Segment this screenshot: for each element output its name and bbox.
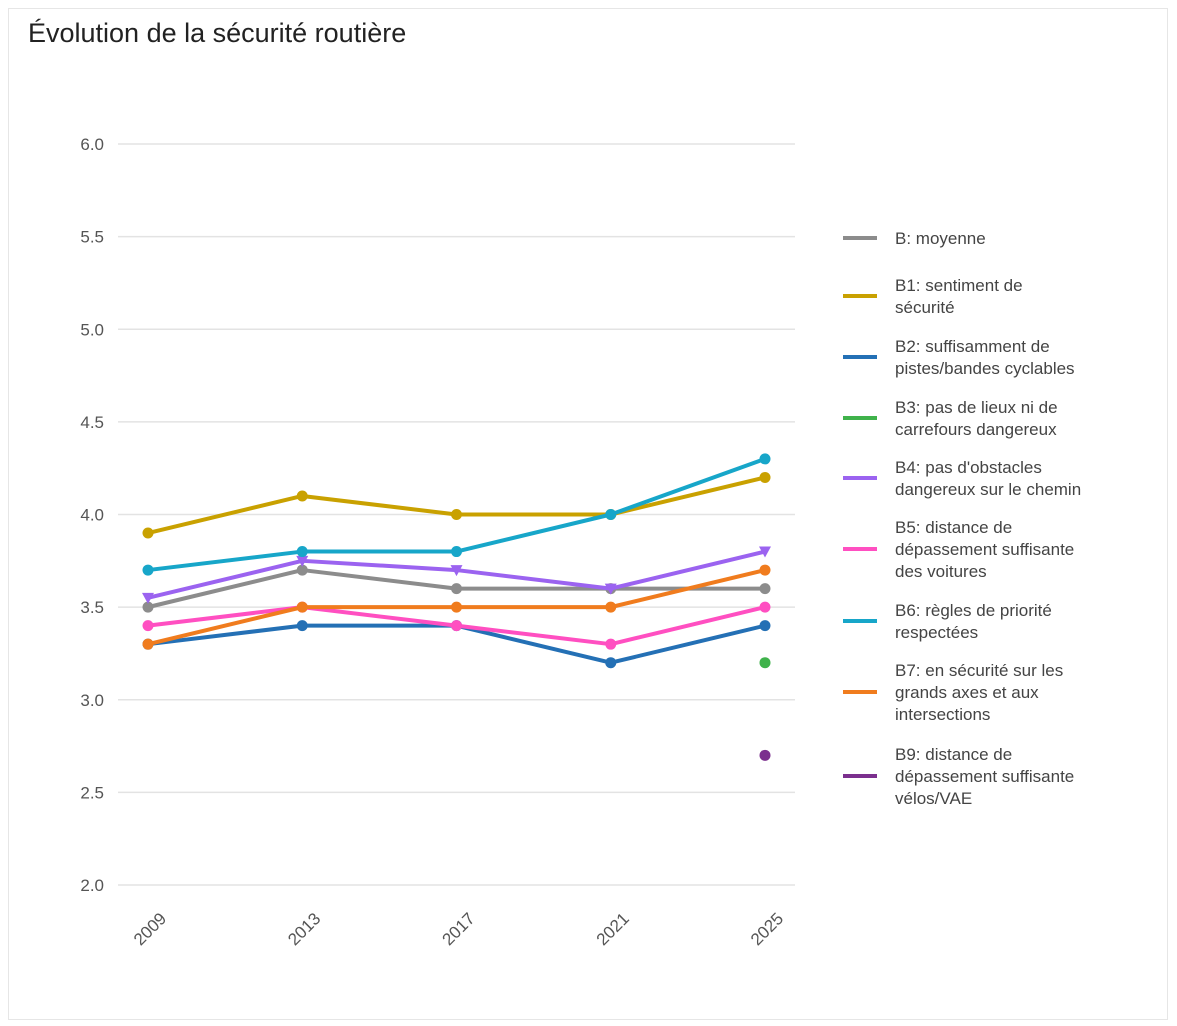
- legend-item: B1: sentiment de sécurité: [843, 276, 1023, 317]
- data-point: [451, 620, 462, 632]
- series-line: [146, 475, 767, 536]
- series-group: [142, 453, 771, 761]
- legend-label: dépassement suffisante: [895, 540, 1074, 559]
- y-tick-label: 5.5: [80, 228, 104, 247]
- data-point: [605, 601, 617, 613]
- data-point: [605, 657, 617, 669]
- legend-item: B5: distance de dépassement suffisante des…: [843, 518, 1074, 581]
- data-point: [142, 601, 154, 613]
- y-tick-label: 3.0: [80, 691, 104, 710]
- legend-label: B3: pas de lieux ni de: [895, 398, 1058, 417]
- legend-label: B7: en sécurité sur les: [895, 661, 1063, 680]
- data-point: [142, 527, 154, 539]
- data-point: [142, 620, 154, 632]
- x-tick-label: 2025: [747, 909, 787, 949]
- x-axis-ticks: 2009 2013 2017 2021 2025: [130, 909, 787, 949]
- legend-label: intersections: [895, 705, 990, 724]
- data-point: [142, 638, 154, 650]
- legend-item: B2: suffisamment de pistes/bandes cyclabl…: [843, 337, 1075, 378]
- data-point: [451, 583, 462, 595]
- y-axis-ticks: 2.0 2.5 3.0 3.5 4.0 4.5 5.0 5.5 6.0: [80, 135, 104, 895]
- series-8: [759, 749, 771, 761]
- data-point: [142, 592, 154, 604]
- data-point: [605, 638, 617, 650]
- data-point: [296, 490, 308, 502]
- legend-item: B3: pas de lieux ni de carrefours dangere…: [843, 398, 1058, 439]
- series-6: [142, 453, 771, 576]
- legend-item: B6: règles de priorité respectées: [843, 601, 1052, 642]
- data-point: [759, 749, 771, 761]
- legend-item: B: moyenne: [843, 229, 986, 248]
- legend-label: B6: règles de priorité: [895, 601, 1052, 620]
- y-tick-label: 4.5: [80, 413, 104, 432]
- data-point: [296, 546, 308, 558]
- data-point: [759, 564, 771, 576]
- data-point: [142, 564, 154, 576]
- series-3: [759, 657, 771, 669]
- legend-label: B2: suffisamment de: [895, 337, 1050, 356]
- legend-label: sécurité: [895, 298, 955, 317]
- data-point: [296, 620, 308, 632]
- data-point: [451, 601, 462, 613]
- legend: B: moyenne B1: sentiment de sécurité B2: su…: [843, 229, 1081, 808]
- data-point: [451, 509, 462, 520]
- data-point: [759, 620, 771, 632]
- legend-item: B7: en sécurité sur les grands axes et au…: [843, 661, 1063, 724]
- legend-label: B: moyenne: [895, 229, 986, 248]
- data-point: [296, 555, 309, 567]
- data-point: [759, 453, 771, 465]
- legend-label: carrefours dangereux: [895, 420, 1057, 439]
- data-point: [451, 546, 462, 558]
- legend-item: B4: pas d'obstacles dangereux sur le chem…: [843, 458, 1081, 499]
- y-tick-label: 2.0: [80, 876, 104, 895]
- data-point: [759, 471, 771, 483]
- legend-label: dangereux sur le chemin: [895, 480, 1081, 499]
- y-tick-label: 2.5: [80, 783, 104, 802]
- chart-title: Évolution de la sécurité routière: [28, 18, 407, 48]
- x-tick-label: 2009: [130, 909, 170, 949]
- data-point: [296, 564, 308, 576]
- legend-label: B1: sentiment de: [895, 276, 1023, 295]
- legend-label: B4: pas d'obstacles: [895, 458, 1042, 477]
- legend-label: des voitures: [895, 562, 987, 581]
- data-point: [604, 583, 617, 595]
- grid-lines: [118, 143, 795, 886]
- legend-label: vélos/VAE: [895, 789, 972, 808]
- legend-label: pistes/bandes cyclables: [895, 359, 1075, 378]
- x-tick-label: 2021: [593, 909, 633, 949]
- data-point: [759, 546, 771, 558]
- legend-label: B9: distance de: [895, 745, 1012, 764]
- series-1: [142, 471, 771, 539]
- legend-item: B9: distance de dépassement suffisante vél…: [843, 745, 1074, 808]
- legend-label: respectées: [895, 623, 978, 642]
- data-point: [759, 601, 771, 613]
- data-point: [759, 583, 771, 595]
- legend-label: dépassement suffisante: [895, 767, 1074, 786]
- data-point: [296, 601, 308, 613]
- legend-label: B5: distance de: [895, 518, 1012, 537]
- series-4: [142, 546, 771, 604]
- legend-label: grands axes et aux: [895, 683, 1039, 702]
- y-tick-label: 6.0: [80, 135, 104, 154]
- y-tick-label: 4.0: [80, 506, 104, 525]
- y-tick-label: 5.0: [80, 320, 104, 339]
- data-point: [450, 565, 463, 577]
- data-point: [605, 509, 617, 520]
- x-tick-label: 2017: [439, 909, 479, 949]
- x-tick-label: 2013: [284, 909, 324, 949]
- y-tick-label: 3.5: [80, 598, 104, 617]
- data-point: [759, 657, 771, 669]
- series-7: [142, 564, 771, 650]
